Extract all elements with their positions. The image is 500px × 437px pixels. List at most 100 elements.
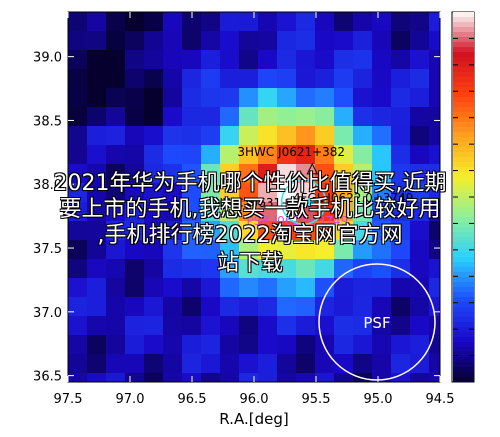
heatmap-cell: [106, 12, 126, 32]
heatmap-cell: [68, 164, 88, 184]
x-tick-label: 96.0: [240, 392, 269, 407]
heatmap-cell: [258, 354, 278, 374]
heatmap-cell: [106, 88, 126, 108]
heatmap-cell: [182, 297, 202, 317]
heatmap-cell: [144, 335, 164, 355]
heatmap-cell: [429, 354, 440, 374]
heatmap-cell: [334, 164, 354, 184]
heatmap-cell: [296, 316, 316, 336]
colorbar-segment: [453, 377, 474, 383]
heatmap-cell: [106, 50, 126, 70]
heatmap-cell: [182, 107, 202, 127]
heatmap-cell: [201, 126, 221, 146]
heatmap-cell: [277, 259, 297, 279]
heatmap-cell: [87, 69, 107, 89]
heatmap-cell: [391, 240, 411, 260]
heatmap-cell: [163, 316, 183, 336]
x-tick-label: 96.5: [178, 392, 207, 407]
heatmap-cell: [144, 354, 164, 374]
heatmap-cell: [144, 88, 164, 108]
heatmap-cell: [163, 69, 183, 89]
x-tick-label: 97.0: [116, 392, 145, 407]
heatmap-cell: [429, 297, 440, 317]
heatmap-cell: [163, 31, 183, 51]
y-tick-label: 36.5: [33, 370, 62, 385]
colorbar-segment: [453, 52, 474, 58]
heatmap-cell: [334, 354, 354, 374]
heatmap-cell: [87, 278, 107, 298]
heatmap-cell: [372, 126, 392, 146]
heatmap-cell: [353, 316, 373, 336]
colorbar-segment: [453, 197, 474, 203]
heatmap-cell: [125, 107, 145, 127]
heatmap-cell: [372, 12, 392, 32]
heatmap-cell: [353, 126, 373, 146]
heatmap-cell: [106, 354, 126, 374]
colorbar-segment: [453, 82, 474, 88]
heatmap-cell: [239, 259, 259, 279]
heatmap-cell: [334, 240, 354, 260]
heatmap-cell: [429, 240, 440, 260]
heatmap-cell: [125, 183, 145, 203]
colorbar-segment: [453, 322, 474, 328]
heatmap-cell: [410, 316, 430, 336]
heatmap-cell: [106, 259, 126, 279]
heatmap-cell: [125, 12, 145, 32]
heatmap-cell: [391, 316, 411, 336]
heatmap-cell: [315, 278, 335, 298]
colorbar-segment: [453, 162, 474, 168]
heatmap-cell: [410, 354, 430, 374]
heatmap-cell: [163, 183, 183, 203]
heatmap-cell: [391, 278, 411, 298]
heatmap-cell: [220, 12, 240, 32]
overlay-line-4: 站下载: [216, 251, 283, 276]
heatmap-cell: [182, 354, 202, 374]
heatmap-cell: [68, 88, 88, 108]
colorbar-segment: [453, 27, 474, 33]
heatmap-cell: [68, 202, 88, 222]
heatmap-cell: [296, 202, 316, 222]
heatmap-cell: [334, 50, 354, 70]
colorbar-segment: [453, 257, 474, 263]
heatmap-cell: [296, 69, 316, 89]
y-tick-label: 38.5: [33, 114, 62, 129]
heatmap-cell: [353, 69, 373, 89]
colorbar-segment: [453, 282, 474, 288]
source-label: 3HWC J0621+382: [237, 145, 345, 159]
heatmap-cell: [372, 164, 392, 184]
heatmap-cell: [277, 316, 297, 336]
colorbar-segment: [453, 167, 474, 173]
colorbar-segment: [453, 277, 474, 283]
heatmap-cell: [144, 373, 164, 382]
heatmap-cell: [125, 259, 145, 279]
heatmap-cell: [429, 316, 440, 336]
heatmap-cell: [87, 12, 107, 32]
heatmap-cell: [68, 145, 88, 165]
heatmap-cell: [239, 88, 259, 108]
colorbar-segment: [453, 192, 474, 198]
colorbar-segment: [453, 352, 474, 358]
heatmap-cell: [334, 297, 354, 317]
heatmap-cell: [201, 259, 221, 279]
heatmap-cell: [391, 202, 411, 222]
heatmap-cell: [296, 12, 316, 32]
heatmap-cell: [410, 88, 430, 108]
heatmap-cell: [429, 31, 440, 51]
heatmap-cell: [220, 69, 240, 89]
heatmap-cell: [68, 107, 88, 127]
heatmap-cell: [239, 373, 259, 382]
heatmap-cell: [144, 12, 164, 32]
heatmap-cell: [315, 107, 335, 127]
heatmap-cell: [391, 107, 411, 127]
heatmap-cell: [429, 373, 440, 382]
x-axis: 97.5 97.0 96.5 96.0 95.5 95.0 94.5: [54, 12, 454, 407]
heatmap-cell: [220, 183, 240, 203]
heatmap-cell: [410, 202, 430, 222]
heatmap-cell: [410, 69, 430, 89]
colorbar-segment: [453, 182, 474, 188]
heatmap-cell: [182, 278, 202, 298]
heatmap-cell: [334, 12, 354, 32]
heatmap-cell: [391, 183, 411, 203]
heatmap-cell: [258, 202, 278, 222]
heatmap-cell: [239, 145, 259, 165]
